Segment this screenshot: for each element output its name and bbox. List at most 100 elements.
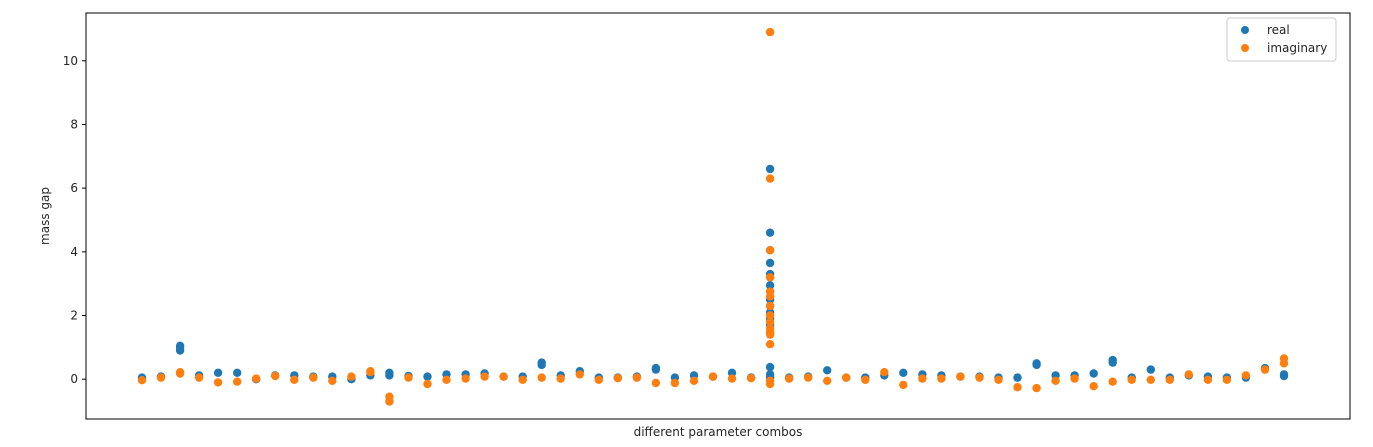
series-imaginary (137, 27, 1289, 406)
data-point-real (537, 358, 546, 367)
data-point-imaginary (765, 317, 775, 327)
data-point-imaginary (1127, 375, 1136, 384)
data-point-imaginary (1051, 376, 1060, 385)
y-axis-ticks: 0 2 4 6 8 10 (63, 54, 86, 386)
data-point-imaginary (937, 374, 946, 383)
data-point-imaginary (594, 375, 603, 384)
data-point-imaginary (575, 370, 584, 379)
data-point-imaginary (137, 376, 147, 385)
legend-marker-real (1241, 26, 1249, 34)
data-point-imaginary (194, 373, 204, 382)
y-tick-label: 10 (63, 54, 78, 68)
data-point-imaginary (804, 373, 813, 382)
data-point-imaginary (556, 374, 565, 383)
data-point-imaginary (746, 374, 756, 383)
data-point-real (765, 228, 775, 237)
data-points (137, 27, 1289, 406)
data-point-imaginary (708, 372, 718, 381)
y-axis-label: mass gap (38, 187, 52, 245)
data-point-imaginary (670, 378, 680, 388)
data-point-real (1146, 365, 1156, 374)
data-point-imaginary (290, 375, 299, 384)
data-point-real (765, 164, 775, 174)
data-point-imaginary (404, 373, 413, 382)
data-point-imaginary (213, 378, 223, 387)
data-point-imaginary (823, 376, 832, 385)
data-point-real (423, 372, 432, 381)
data-point-imaginary (1241, 371, 1251, 380)
data-point-imaginary (1279, 359, 1289, 368)
data-point-real (765, 258, 775, 268)
data-point-imaginary (651, 378, 661, 388)
data-point-real (1279, 370, 1289, 379)
data-point-real (1108, 358, 1117, 367)
legend: real imaginary (1226, 17, 1337, 62)
x-axis-label: different parameter combos (634, 425, 803, 439)
data-point-real (1089, 369, 1098, 378)
data-point-imaginary (385, 397, 394, 406)
data-point-imaginary (727, 374, 737, 383)
data-point-imaginary (765, 174, 775, 183)
data-point-real (765, 362, 775, 372)
data-point-imaginary (765, 27, 775, 37)
y-tick-label: 2 (70, 309, 78, 323)
data-point-imaginary (156, 373, 166, 382)
y-tick-label: 4 (70, 245, 78, 259)
data-point-imaginary (175, 369, 185, 378)
y-tick-label: 0 (70, 372, 78, 386)
data-point-imaginary (1203, 375, 1213, 384)
data-point-imaginary (689, 376, 699, 385)
data-point-imaginary (366, 367, 375, 376)
data-point-imaginary (765, 301, 775, 311)
data-point-imaginary (918, 374, 927, 383)
data-point-real (175, 341, 185, 350)
data-point-imaginary (861, 375, 870, 384)
data-point-imaginary (1165, 375, 1175, 384)
data-point-imaginary (956, 372, 965, 381)
data-point-imaginary (499, 372, 508, 381)
legend-marker-imaginary (1241, 44, 1249, 52)
data-point-imaginary (632, 373, 642, 382)
data-point-imaginary (537, 373, 546, 382)
data-point-imaginary (233, 377, 242, 386)
data-point-imaginary (765, 379, 775, 389)
data-point-imaginary (347, 372, 356, 381)
data-point-imaginary (975, 373, 984, 382)
data-point-imaginary (1146, 375, 1156, 384)
data-point-imaginary (271, 371, 280, 381)
data-point-imaginary (423, 379, 432, 389)
data-point-imaginary (480, 372, 489, 381)
legend-label-real: real (1267, 23, 1290, 37)
data-point-real (651, 363, 661, 373)
legend-label-imaginary: imaginary (1267, 41, 1327, 55)
data-point-imaginary (765, 340, 775, 349)
data-point-imaginary (994, 375, 1003, 384)
data-point-imaginary (1089, 382, 1098, 391)
data-point-imaginary (765, 311, 775, 320)
data-point-real (1013, 373, 1022, 382)
data-point-real (823, 366, 832, 375)
data-point-imaginary (252, 374, 261, 383)
data-point-imaginary (765, 273, 775, 282)
data-point-real (385, 368, 394, 377)
data-point-imaginary (461, 374, 470, 383)
data-point-real (1032, 360, 1041, 370)
data-point-imaginary (1260, 365, 1270, 374)
y-tick-label: 6 (70, 181, 78, 195)
y-tick-label: 8 (70, 117, 78, 131)
data-point-imaginary (1070, 374, 1079, 383)
data-point-imaginary (309, 373, 318, 382)
data-point-imaginary (328, 376, 337, 385)
data-point-imaginary (765, 246, 775, 255)
data-point-imaginary (1108, 377, 1117, 386)
data-point-imaginary (1013, 383, 1022, 392)
data-point-imaginary (1184, 370, 1194, 379)
data-point-imaginary (842, 373, 851, 382)
data-point-imaginary (613, 374, 622, 383)
data-point-real (899, 368, 908, 377)
data-point-imaginary (784, 374, 794, 383)
plot-area (85, 12, 1351, 420)
data-point-imaginary (518, 375, 527, 384)
data-point-imaginary (765, 330, 775, 339)
